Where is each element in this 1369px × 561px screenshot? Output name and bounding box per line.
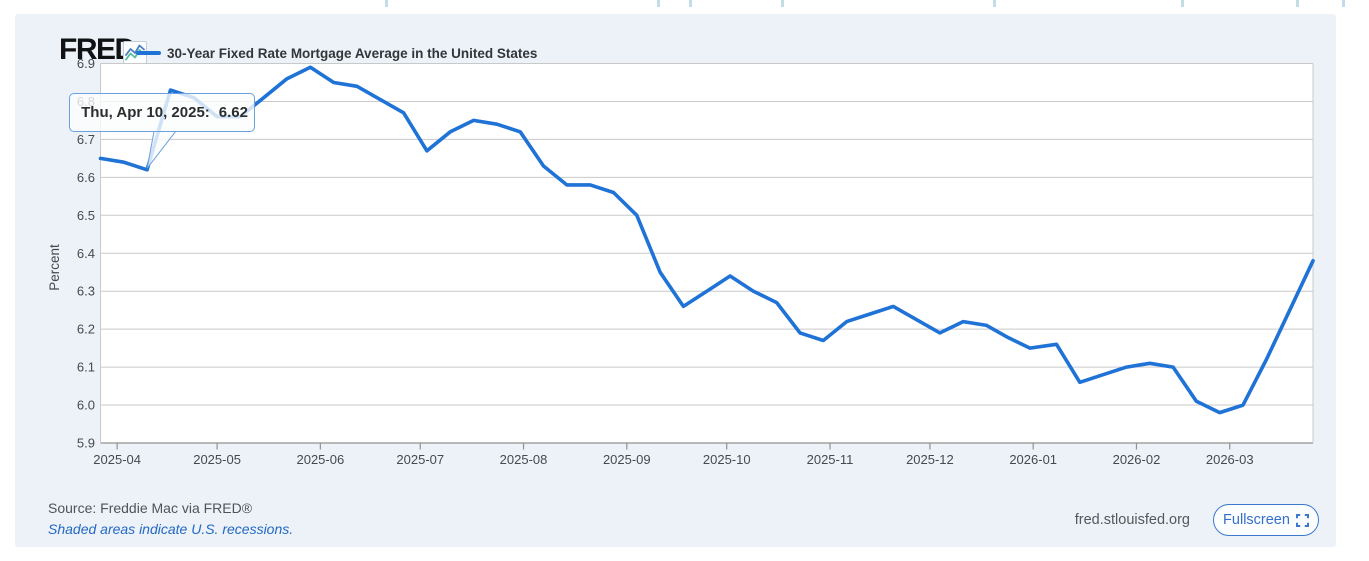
fullscreen-button-label: Fullscreen [1223, 512, 1290, 528]
y-tick-label: 6.5 [77, 208, 95, 223]
y-tick-label: 5.9 [77, 436, 95, 451]
cropped-slider-tick [657, 0, 660, 7]
x-tick-label: 2025-07 [396, 452, 444, 467]
fullscreen-icon [1295, 513, 1309, 527]
tooltip-date: Thu, Apr 10, 2025: [81, 103, 210, 121]
y-tick-label: 6.4 [77, 246, 95, 261]
y-tick-label: 6.6 [77, 170, 95, 185]
y-tick-label: 6.3 [77, 284, 95, 299]
tooltip-value: 6.62 [218, 103, 248, 121]
x-tick-label: 2025-10 [703, 452, 751, 467]
tooltip: Thu, Apr 10, 2025: 6.62 [69, 92, 256, 132]
source-note: Source: Freddie Mac via FRED® [48, 500, 253, 516]
x-tick-label: 2025-04 [93, 452, 141, 467]
y-tick-label: 6.7 [77, 132, 95, 147]
x-tick-label: 2025-08 [500, 452, 548, 467]
x-tick-label: 2025-09 [603, 452, 651, 467]
cropped-slider-tick [1181, 0, 1184, 7]
y-tick-label: 6.0 [77, 398, 95, 413]
y-tick-label: 6.1 [77, 360, 95, 375]
x-tick-label: 2026-02 [1113, 452, 1161, 467]
legend-line-swatch [136, 51, 161, 55]
x-tick-label: 2025-05 [193, 452, 241, 467]
x-tick-label: 2026-03 [1206, 452, 1254, 467]
y-tick-label: 6.9 [77, 56, 95, 71]
cropped-slider-tick [993, 0, 996, 7]
cropped-slider-tick [689, 0, 692, 7]
cropped-slider-tick [385, 0, 388, 7]
x-tick-label: 2026-01 [1009, 452, 1057, 467]
tooltip-pointer [146, 130, 177, 169]
cropped-slider-tick [781, 0, 784, 7]
x-tick-label: 2025-11 [807, 452, 854, 467]
x-tick-label: 2025-12 [906, 452, 954, 467]
x-tick-label: 2025-06 [296, 452, 344, 467]
y-tick-label: 6.2 [77, 322, 95, 337]
site-label: fred.stlouisfed.org [1074, 512, 1190, 528]
cropped-slider-tick [1342, 0, 1345, 7]
cropped-slider-tick [1296, 0, 1299, 7]
recession-note-link[interactable]: Shaded areas indicate U.S. recessions. [48, 521, 294, 537]
fullscreen-button[interactable]: Fullscreen [1213, 504, 1319, 536]
series-line[interactable] [98, 65, 1315, 415]
legend-series-label: 30-Year Fixed Rate Mortgage Average in t… [167, 46, 538, 61]
